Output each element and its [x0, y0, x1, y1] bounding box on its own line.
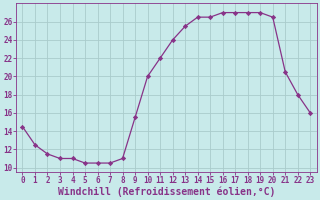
X-axis label: Windchill (Refroidissement éolien,°C): Windchill (Refroidissement éolien,°C): [58, 186, 275, 197]
